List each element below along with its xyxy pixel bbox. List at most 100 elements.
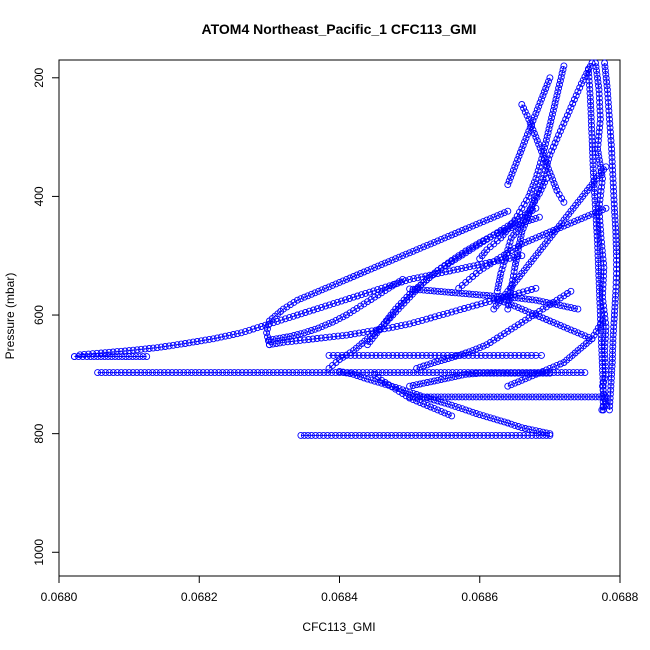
series-line bbox=[507, 62, 593, 310]
data-point bbox=[591, 189, 598, 196]
data-point bbox=[486, 339, 494, 346]
data-point bbox=[97, 349, 105, 357]
data-point bbox=[493, 369, 501, 377]
data-point bbox=[334, 298, 341, 306]
data-point bbox=[347, 369, 355, 377]
data-point bbox=[588, 59, 596, 67]
data-point bbox=[552, 183, 559, 191]
data-point bbox=[458, 393, 466, 401]
data-point bbox=[609, 331, 617, 339]
data-point bbox=[465, 245, 473, 253]
data-point bbox=[518, 219, 526, 227]
data-point bbox=[300, 336, 308, 344]
data-point bbox=[519, 288, 527, 296]
data-point bbox=[434, 237, 442, 245]
data-point bbox=[477, 300, 485, 308]
data-point bbox=[570, 304, 578, 312]
data-point bbox=[153, 344, 161, 352]
data-point bbox=[338, 332, 346, 340]
data-point bbox=[332, 280, 340, 288]
data-point bbox=[521, 369, 529, 377]
data-point bbox=[427, 395, 435, 403]
data-point bbox=[430, 359, 438, 367]
data-point bbox=[152, 369, 160, 377]
data-point bbox=[609, 335, 617, 343]
data-point bbox=[469, 243, 477, 251]
data-point bbox=[283, 303, 291, 311]
data-point bbox=[444, 393, 452, 401]
data-point bbox=[444, 374, 452, 382]
data-point bbox=[592, 212, 600, 220]
data-point bbox=[528, 431, 536, 439]
data-point bbox=[535, 393, 543, 401]
data-point bbox=[246, 369, 254, 377]
data-point bbox=[406, 351, 414, 359]
data-point bbox=[230, 369, 238, 377]
data-point bbox=[427, 378, 435, 386]
data-point bbox=[502, 255, 510, 263]
data-point bbox=[396, 431, 404, 439]
data-point bbox=[514, 221, 522, 229]
data-point bbox=[588, 141, 596, 149]
data-point bbox=[438, 269, 446, 277]
data-point bbox=[350, 307, 357, 315]
data-point bbox=[554, 88, 562, 96]
data-point bbox=[292, 337, 300, 345]
data-point bbox=[560, 323, 568, 331]
data-point bbox=[359, 328, 367, 336]
data-point bbox=[609, 179, 617, 187]
data-point bbox=[425, 369, 433, 377]
data-point bbox=[611, 208, 619, 216]
data-point bbox=[610, 196, 618, 204]
data-point bbox=[525, 209, 533, 217]
data-point bbox=[97, 353, 105, 361]
data-point bbox=[136, 353, 144, 361]
data-point bbox=[469, 302, 477, 310]
data-point bbox=[556, 301, 564, 309]
data-point bbox=[483, 235, 491, 243]
data-point bbox=[477, 351, 485, 359]
data-point bbox=[360, 300, 368, 308]
data-point bbox=[289, 312, 297, 320]
data-point bbox=[560, 302, 568, 310]
data-point bbox=[483, 292, 491, 299]
data-point bbox=[500, 209, 508, 217]
data-point bbox=[506, 238, 514, 246]
data-point bbox=[581, 393, 589, 401]
data-point bbox=[608, 153, 616, 161]
data-point bbox=[496, 273, 504, 281]
data-point bbox=[418, 316, 426, 324]
data-point bbox=[609, 175, 617, 183]
data-point bbox=[104, 353, 112, 361]
data-point bbox=[608, 158, 616, 166]
data-point bbox=[593, 232, 601, 240]
data-point bbox=[397, 351, 405, 359]
data-point bbox=[560, 119, 568, 127]
data-point bbox=[359, 351, 367, 359]
data-point bbox=[538, 95, 545, 103]
data-point bbox=[537, 186, 545, 194]
data-point bbox=[300, 369, 308, 377]
data-point bbox=[594, 74, 601, 82]
data-point bbox=[532, 393, 540, 401]
data-point bbox=[371, 370, 379, 378]
data-point bbox=[332, 316, 340, 324]
data-point bbox=[329, 351, 337, 359]
data-point bbox=[446, 267, 454, 275]
data-point bbox=[592, 209, 599, 217]
data-point bbox=[137, 345, 145, 353]
data-point bbox=[590, 185, 598, 192]
data-point bbox=[434, 406, 442, 414]
data-point bbox=[573, 369, 581, 377]
data-point bbox=[476, 369, 484, 377]
data-point bbox=[512, 159, 520, 167]
data-point bbox=[422, 272, 430, 280]
data-point bbox=[286, 301, 294, 309]
data-point bbox=[444, 355, 452, 362]
data-point bbox=[553, 361, 561, 369]
data-point bbox=[596, 291, 604, 299]
data-point bbox=[429, 369, 437, 377]
data-point bbox=[423, 286, 431, 294]
data-point bbox=[546, 393, 554, 401]
data-point bbox=[418, 351, 426, 359]
